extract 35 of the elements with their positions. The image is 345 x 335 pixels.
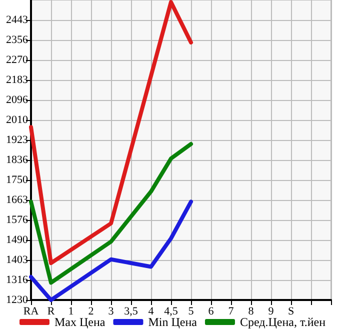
y-tick-label: 1230 <box>6 294 28 306</box>
x-tick-label: 5 <box>188 306 194 318</box>
line-series <box>29 142 193 285</box>
x-tick-label: 4 <box>148 306 154 318</box>
x-tick-label: R <box>47 306 56 318</box>
y-tick-label: 2010 <box>6 114 28 126</box>
x-tick-label: 1 <box>68 306 74 318</box>
y-tick-label: 2443 <box>6 14 28 26</box>
y-tick-label: 1836 <box>6 154 28 166</box>
x-tick-label: 7 <box>228 306 234 318</box>
line-series <box>29 0 193 266</box>
line-series <box>29 200 193 302</box>
legend-label: Max Цена <box>54 315 106 329</box>
x-tick-label: S <box>288 306 294 318</box>
y-tick-label: 1316 <box>6 274 28 286</box>
legend-label: Сред.Цена, т.йен <box>240 315 326 329</box>
y-tick-label: 2356 <box>6 34 28 46</box>
y-tick-label: 1403 <box>6 254 28 266</box>
x-tick-label: 3,5 <box>124 306 138 318</box>
x-tick-label: 4,5 <box>164 306 178 318</box>
y-tick-label: 2270 <box>6 54 28 66</box>
x-tick-label: 9 <box>268 306 274 318</box>
x-tick-label: 6 <box>208 306 214 318</box>
y-tick-label: 1750 <box>6 174 28 186</box>
y-tick-label: 1490 <box>6 234 28 246</box>
y-tick-label: 1923 <box>6 134 28 146</box>
x-tick-label: RA <box>23 306 39 318</box>
y-tick-label: 1663 <box>6 194 28 206</box>
y-tick-label: 1576 <box>6 214 28 226</box>
x-tick-label: 8 <box>248 306 254 318</box>
y-tick-label: 2183 <box>6 74 28 86</box>
x-tick-label: 2 <box>88 306 94 318</box>
x-tick-label: 3 <box>108 306 114 318</box>
legend-label: Min Цена <box>148 315 198 329</box>
y-tick-label: 2096 <box>6 94 28 106</box>
